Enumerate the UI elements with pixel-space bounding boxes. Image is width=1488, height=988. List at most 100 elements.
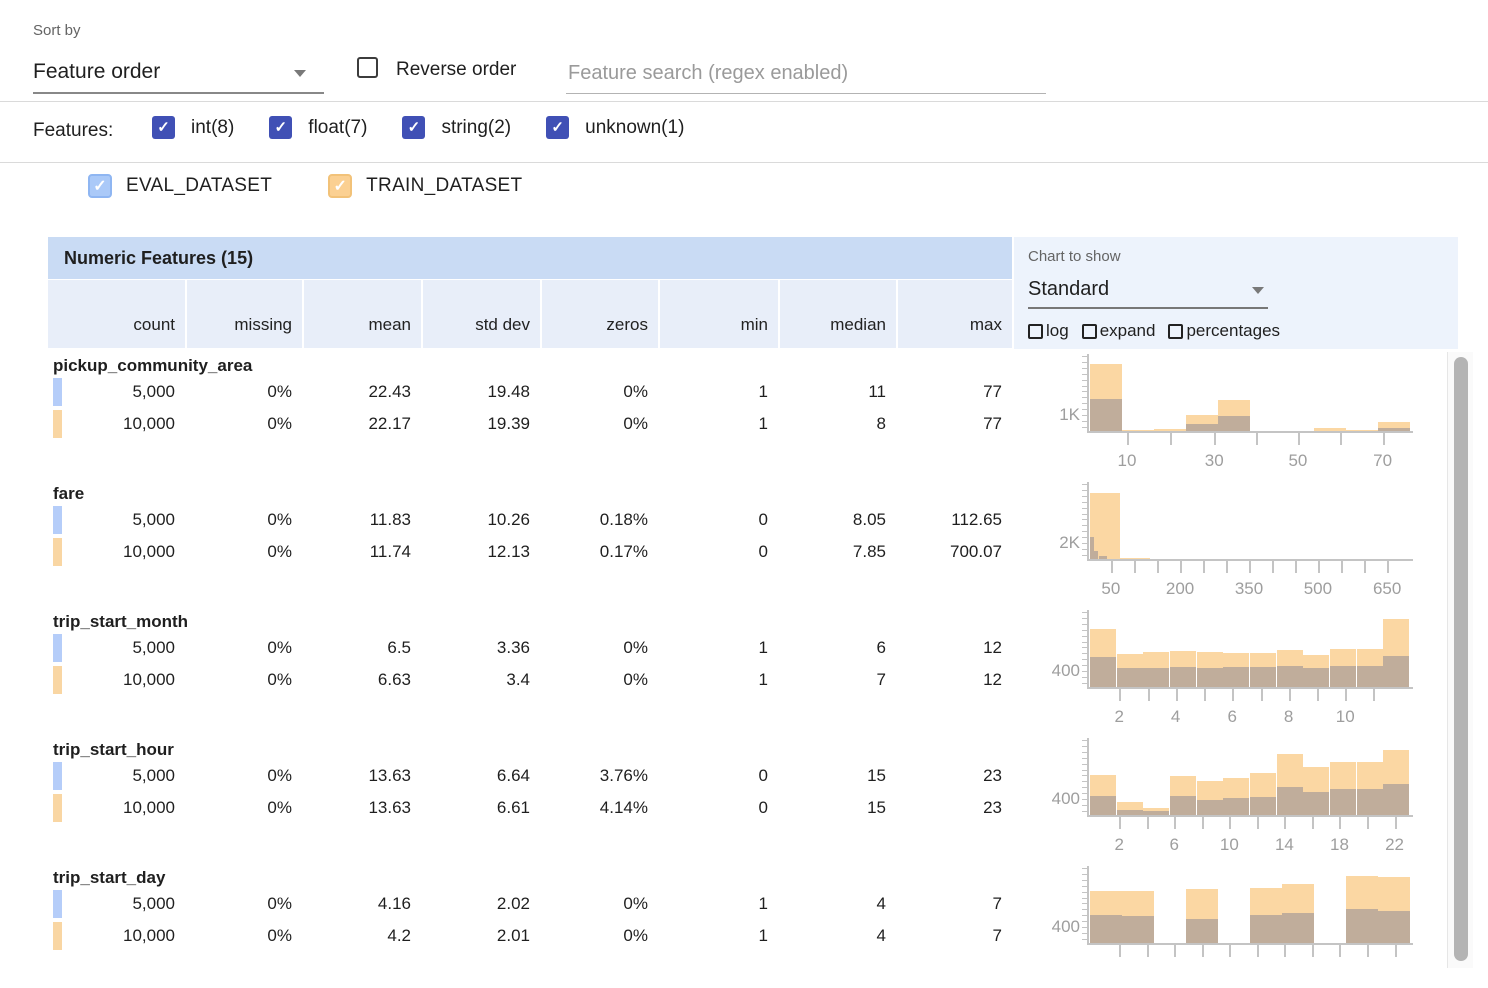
histogram-bar-train	[1282, 884, 1314, 943]
checkbox-checked-icon[interactable]: ✓	[546, 116, 570, 139]
stat-value: 0%	[267, 638, 292, 657]
stat-value: 5,000	[132, 894, 175, 913]
y-axis-tick	[1082, 927, 1087, 928]
dataset-toggle-train_dataset[interactable]: ✓ TRAIN_DATASET	[328, 174, 522, 198]
x-axis-tick	[1373, 689, 1376, 701]
x-axis-tick	[1134, 561, 1137, 573]
column-header-mean[interactable]: mean	[302, 280, 421, 348]
stat-value: 10,000	[123, 926, 175, 945]
y-axis-tick	[1082, 885, 1087, 887]
checkbox-checked-icon[interactable]: ✓	[88, 174, 112, 198]
x-axis-tick	[1339, 945, 1342, 957]
stat-value: 8.05	[852, 510, 886, 529]
dataset-toggle-eval_dataset[interactable]: ✓ EVAL_DATASET	[88, 174, 272, 198]
y-axis-tick	[1082, 361, 1087, 363]
x-axis-tick	[1367, 945, 1370, 957]
stat-value: 0	[758, 510, 768, 529]
sort-by-select[interactable]: Feature order	[33, 52, 324, 94]
y-axis-tick	[1082, 879, 1087, 881]
type-filter-label: string(2)	[441, 116, 512, 138]
histogram-bar-train	[1090, 493, 1120, 559]
feature-histogram: 2K 50 200 350 500 650	[1030, 480, 1450, 604]
y-axis-tick	[1082, 548, 1087, 550]
divider	[0, 162, 1488, 163]
stat-value: 112.65	[951, 510, 1002, 529]
y-axis-tick	[1082, 676, 1087, 678]
dataset-swatch	[53, 410, 62, 438]
checkbox-unchecked-icon[interactable]	[1028, 323, 1043, 339]
dataset-swatch	[53, 666, 62, 694]
stat-value: 4	[876, 894, 886, 913]
histogram-bar-eval	[1250, 667, 1277, 687]
y-axis-tick	[1082, 415, 1087, 416]
histogram-bar-train	[1196, 652, 1223, 687]
y-axis-tick	[1082, 495, 1087, 497]
histogram-bar-eval	[1090, 796, 1117, 815]
x-axis-tick	[1110, 561, 1113, 573]
column-header-count[interactable]: count	[48, 280, 185, 348]
feature-name: pickup_community_area	[53, 356, 253, 375]
x-axis-tick	[1387, 561, 1390, 573]
column-header-missing[interactable]: missing	[185, 280, 302, 348]
y-axis-tick	[1082, 915, 1087, 917]
column-header-median[interactable]: median	[778, 280, 896, 348]
feature-name: fare	[53, 484, 85, 503]
histogram-bar-eval	[1090, 657, 1117, 687]
checkbox-checked-icon[interactable]: ✓	[269, 116, 293, 139]
chart-option-expand[interactable]: expand	[1081, 321, 1156, 341]
x-axis-tick	[1229, 945, 1232, 957]
feature-block: trip_start_hour 5,000 0% 13.63 6.64 3.76% 0 15 2…	[48, 732, 1012, 860]
x-axis-tick-label: 22	[1385, 835, 1404, 854]
column-header-max[interactable]: max	[896, 280, 1012, 348]
y-axis	[1087, 482, 1089, 559]
y-axis-tick	[1082, 897, 1087, 899]
histogram-bar-eval	[1170, 796, 1197, 815]
x-axis-tick	[1394, 945, 1397, 957]
checkbox-checked-icon[interactable]: ✓	[152, 116, 175, 139]
stat-value: 5,000	[132, 382, 175, 401]
stat-value: 0%	[267, 926, 292, 945]
chart-type-select[interactable]: Standard	[1028, 273, 1268, 309]
stat-value: 7	[992, 894, 1002, 913]
stat-value: 4.14%	[599, 798, 648, 817]
column-header-std-dev[interactable]: std dev	[421, 280, 540, 348]
x-axis-tick	[1340, 433, 1343, 445]
chart-option-percentages[interactable]: percentages	[1168, 321, 1280, 341]
histogram-bar-eval	[1276, 787, 1303, 815]
scrollbar-track[interactable]	[1447, 352, 1473, 968]
stat-value: 0%	[623, 414, 648, 433]
dataset-legend: ✓ EVAL_DATASET ✓ TRAIN_DATASET	[88, 174, 578, 198]
histogram-bar-eval	[1276, 666, 1303, 687]
y-axis-label: 400	[1051, 789, 1080, 808]
checkbox-checked-icon[interactable]: ✓	[402, 116, 426, 139]
histogram-bar-eval	[1186, 424, 1218, 431]
reverse-order-checkbox[interactable]	[357, 57, 378, 78]
stat-value: 2.02	[496, 894, 530, 913]
histogram-bar-train	[1303, 767, 1330, 815]
column-header-zeros[interactable]: zeros	[540, 280, 658, 348]
y-axis-tick	[1082, 932, 1087, 934]
scrollbar-thumb[interactable]	[1454, 357, 1468, 961]
feature-search-input[interactable]	[566, 54, 1046, 94]
feature-block: trip_start_month 5,000 0% 6.5 3.36 0% 1 6 12 10,0…	[48, 604, 1012, 732]
histogram-bar-eval	[1122, 916, 1154, 943]
checkbox-unchecked-icon[interactable]	[1081, 323, 1097, 339]
stat-value: 0%	[267, 542, 292, 561]
type-filter-unknown[interactable]: ✓ unknown(1)	[546, 116, 684, 139]
chart-option-log[interactable]: log	[1028, 321, 1069, 341]
checkbox-checked-icon[interactable]: ✓	[328, 174, 353, 198]
checkbox-unchecked-icon[interactable]	[1168, 323, 1184, 339]
type-filter-string[interactable]: ✓ string(2)	[402, 116, 511, 139]
type-filter-float[interactable]: ✓ float(7)	[269, 116, 367, 139]
x-axis	[1087, 943, 1413, 945]
chart-option-label: percentages	[1186, 321, 1281, 340]
histogram-bar-train	[1090, 775, 1117, 815]
column-header-min[interactable]: min	[658, 280, 778, 348]
type-filter-int[interactable]: ✓ int(8)	[152, 116, 234, 139]
y-axis-tick	[1082, 391, 1087, 393]
histogram-bar-eval	[1196, 800, 1223, 815]
x-axis-tick	[1284, 945, 1287, 957]
stat-value: 8	[876, 414, 886, 433]
x-axis-tick-label: 18	[1330, 835, 1349, 854]
chart-option-label: expand	[1099, 321, 1156, 340]
